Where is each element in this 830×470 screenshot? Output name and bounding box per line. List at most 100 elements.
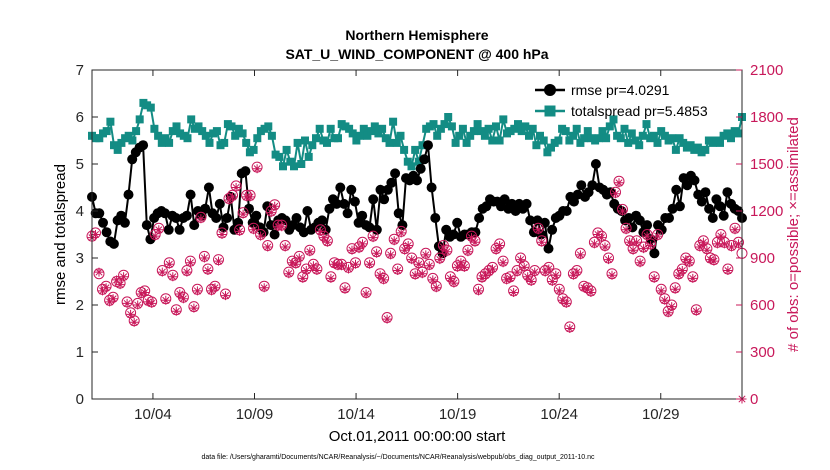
assimilated-obs-point [558,295,568,305]
assimilated-obs-point [252,164,262,174]
rmse-point [671,184,682,195]
totalspread-point [554,136,563,145]
assimilated-obs-point [410,270,420,280]
assimilated-obs-point [582,284,592,294]
totalspread-point [253,134,262,143]
assimilated-obs-point [597,233,606,243]
assimilated-obs-point [291,259,301,269]
assimilated-obs-point [611,189,620,199]
assimilated-obs-point [642,231,652,241]
assimilated-obs-point [575,250,585,260]
assimilated-obs-point [231,183,241,192]
chart-title: Northern Hemisphere [345,27,488,43]
totalspread-point [249,145,258,154]
totalspread-point [400,145,409,154]
totalspread-point [102,127,111,136]
x-tick-label: 10/29 [642,406,680,423]
assimilated-obs-point [547,277,557,286]
totalspread-point [433,131,442,140]
totalspread-point [539,136,548,145]
assimilated-obs-point [358,239,367,249]
rmse-point [386,177,397,188]
assimilated-obs-point [389,236,399,246]
totalspread-point [352,136,361,145]
assimilated-obs-point [217,230,227,239]
rmse-point [634,215,645,226]
rmse-point [689,175,700,186]
assimilated-obs-point [516,255,526,265]
assimilated-obs-point [164,259,174,269]
y-tick-label: 4 [76,203,84,220]
totalspread-point [150,124,159,133]
assimilated-obs-point [730,225,740,235]
totalspread-point [161,134,170,143]
assimilated-obs-point [698,237,708,247]
totalspread-point [205,138,214,147]
totalspread-point [146,103,155,112]
totalspread-point [580,134,589,143]
assimilated-obs-point [168,272,178,282]
plot-frame [91,69,743,400]
assimilated-obs-point [361,289,371,299]
totalspread-point [201,131,210,140]
totalspread-point [543,148,552,157]
assimilated-obs-point [709,256,719,266]
rmse-point [317,215,328,226]
rmse-point [649,248,660,259]
assimilated-obs-point [266,208,276,218]
totalspread-point [466,131,475,140]
totalspread-point [374,129,383,138]
totalspread-point [436,124,445,133]
assimilated-obs-point [509,288,519,297]
rmse-point [251,210,262,221]
assimilated-obs-point [280,242,290,252]
totalspread-point [616,134,625,143]
y-right-tick-label: 600 [750,297,775,314]
rmse-point [379,194,390,205]
totalspread-series [88,98,746,171]
y-axis-label: rmse and totalspread [52,164,69,305]
assimilated-obs-point [403,241,413,250]
totalspread-point [168,127,177,136]
rmse-point [138,140,149,151]
totalspread-point [734,129,743,138]
assimilated-obs-point [143,297,153,307]
rmse-point [200,203,211,214]
totalspread-point [267,131,276,140]
totalspread-point [242,138,251,147]
totalspread-point [521,122,530,131]
y-tick-label: 5 [76,156,84,173]
rmse-point [335,182,346,193]
assimilated-obs-point [488,264,497,274]
totalspread-point [279,162,287,171]
assimilated-obs-point [337,261,346,271]
totalspread-point [609,115,618,124]
assimilated-obs-point [445,273,455,283]
assimilated-obs-point [238,209,248,219]
rmse-point [674,201,685,212]
y-right-tick-label: 1500 [750,156,783,173]
assimilated-obs-point [705,255,715,265]
assimilated-obs-point [91,230,100,239]
assimilated-obs-point [379,275,389,285]
assimilated-obs-point [214,256,223,266]
x-tick-label: 10/14 [337,406,375,423]
assimilated-obs-point [600,242,610,252]
y-tick-label: 1 [76,344,84,361]
totalspread-point [414,157,423,166]
rmse-point [339,198,349,209]
rmse-point [423,140,433,151]
assimilated-obs-point [375,270,385,280]
assimilated-obs-point [660,295,670,305]
assimilated-obs-point [431,283,441,293]
totalspread-point [301,136,309,145]
assimilated-obs-point [189,303,199,313]
totalspread-point [569,131,578,140]
totalspread-point [183,134,192,143]
rmse-point [722,187,733,198]
assimilated-obs-point [315,226,325,236]
totalspread-point [275,152,284,161]
assimilated-obs-point [691,306,701,316]
assimilated-obs-point [259,283,269,293]
totalspread-point [381,134,390,143]
